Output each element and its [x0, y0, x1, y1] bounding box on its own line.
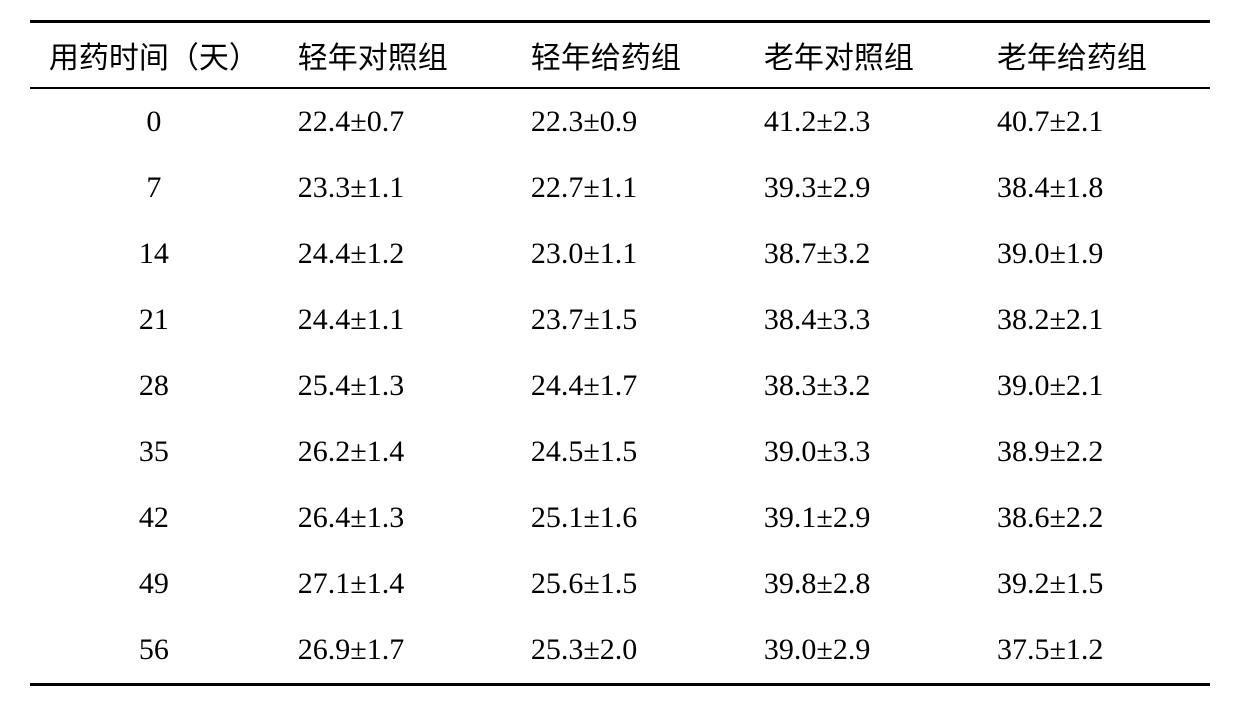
cell-value: 24.4±1.1 [278, 287, 511, 353]
cell-value: 39.2±1.5 [977, 551, 1210, 617]
cell-value: 23.3±1.1 [278, 155, 511, 221]
table-row: 14 24.4±1.2 23.0±1.1 38.7±3.2 39.0±1.9 [30, 221, 1210, 287]
cell-value: 25.6±1.5 [511, 551, 744, 617]
cell-value: 39.3±2.9 [744, 155, 977, 221]
cell-value: 39.0±2.1 [977, 353, 1210, 419]
table-row: 28 25.4±1.3 24.4±1.7 38.3±3.2 39.0±2.1 [30, 353, 1210, 419]
cell-value: 25.4±1.3 [278, 353, 511, 419]
cell-value: 22.3±0.9 [511, 88, 744, 155]
cell-value: 22.4±0.7 [278, 88, 511, 155]
cell-value: 37.5±1.2 [977, 617, 1210, 685]
cell-value: 38.2±2.1 [977, 287, 1210, 353]
cell-value: 38.9±2.2 [977, 419, 1210, 485]
cell-time: 7 [30, 155, 278, 221]
table-header-row: 用药时间（天） 轻年对照组 轻年给药组 老年对照组 老年给药组 [30, 22, 1210, 89]
cell-time: 0 [30, 88, 278, 155]
cell-value: 38.3±3.2 [744, 353, 977, 419]
cell-time: 28 [30, 353, 278, 419]
col-header-old-control: 老年对照组 [744, 22, 977, 89]
table-row: 0 22.4±0.7 22.3±0.9 41.2±2.3 40.7±2.1 [30, 88, 1210, 155]
cell-value: 26.2±1.4 [278, 419, 511, 485]
col-header-young-control: 轻年对照组 [278, 22, 511, 89]
cell-value: 38.4±3.3 [744, 287, 977, 353]
cell-value: 38.6±2.2 [977, 485, 1210, 551]
cell-time: 21 [30, 287, 278, 353]
cell-value: 22.7±1.1 [511, 155, 744, 221]
table-row: 35 26.2±1.4 24.5±1.5 39.0±3.3 38.9±2.2 [30, 419, 1210, 485]
cell-value: 25.3±2.0 [511, 617, 744, 685]
cell-time: 42 [30, 485, 278, 551]
cell-value: 39.8±2.8 [744, 551, 977, 617]
table-body: 0 22.4±0.7 22.3±0.9 41.2±2.3 40.7±2.1 7 … [30, 88, 1210, 685]
col-header-time: 用药时间（天） [30, 22, 278, 89]
cell-value: 38.7±3.2 [744, 221, 977, 287]
cell-value: 26.9±1.7 [278, 617, 511, 685]
cell-value: 41.2±2.3 [744, 88, 977, 155]
cell-value: 39.0±1.9 [977, 221, 1210, 287]
cell-value: 23.7±1.5 [511, 287, 744, 353]
cell-value: 38.4±1.8 [977, 155, 1210, 221]
table-row: 21 24.4±1.1 23.7±1.5 38.4±3.3 38.2±2.1 [30, 287, 1210, 353]
cell-value: 27.1±1.4 [278, 551, 511, 617]
table-row: 56 26.9±1.7 25.3±2.0 39.0±2.9 37.5±1.2 [30, 617, 1210, 685]
col-header-old-treated: 老年给药组 [977, 22, 1210, 89]
cell-time: 14 [30, 221, 278, 287]
table-row: 49 27.1±1.4 25.6±1.5 39.8±2.8 39.2±1.5 [30, 551, 1210, 617]
cell-value: 39.0±3.3 [744, 419, 977, 485]
data-table: 用药时间（天） 轻年对照组 轻年给药组 老年对照组 老年给药组 0 22.4±0… [30, 20, 1210, 686]
col-header-young-treated: 轻年给药组 [511, 22, 744, 89]
cell-value: 40.7±2.1 [977, 88, 1210, 155]
cell-time: 35 [30, 419, 278, 485]
cell-value: 24.4±1.2 [278, 221, 511, 287]
cell-value: 25.1±1.6 [511, 485, 744, 551]
cell-time: 49 [30, 551, 278, 617]
cell-value: 23.0±1.1 [511, 221, 744, 287]
table-row: 7 23.3±1.1 22.7±1.1 39.3±2.9 38.4±1.8 [30, 155, 1210, 221]
cell-time: 56 [30, 617, 278, 685]
table-row: 42 26.4±1.3 25.1±1.6 39.1±2.9 38.6±2.2 [30, 485, 1210, 551]
cell-value: 24.4±1.7 [511, 353, 744, 419]
cell-value: 39.1±2.9 [744, 485, 977, 551]
cell-value: 26.4±1.3 [278, 485, 511, 551]
cell-value: 24.5±1.5 [511, 419, 744, 485]
cell-value: 39.0±2.9 [744, 617, 977, 685]
